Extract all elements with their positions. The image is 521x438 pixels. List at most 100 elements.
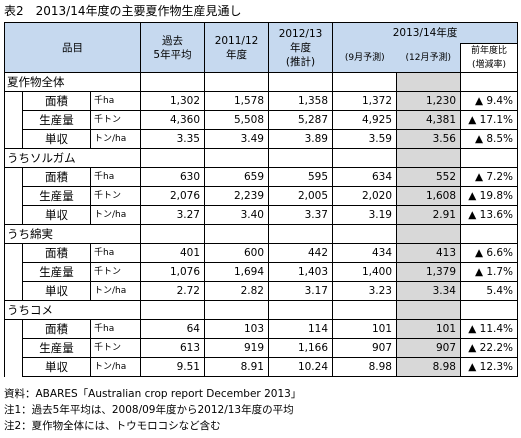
value-change: ▲ 12.3% (459, 357, 519, 377)
value-sep: 434 (332, 243, 397, 263)
metric-name: 生産量 (22, 110, 91, 130)
category-empty-cell (459, 300, 519, 320)
value-y2012: 114 (268, 319, 333, 339)
value-sep: 101 (332, 319, 397, 339)
value-y2012: 1,166 (268, 338, 333, 358)
value-change: ▲ 8.5% (459, 129, 519, 149)
metric-name: 面積 (22, 167, 91, 187)
value-dec: 101 (396, 319, 461, 339)
category-empty-cell (396, 148, 461, 168)
header-change-line1: 前年度比 (471, 46, 508, 56)
value-change: ▲ 22.2% (459, 338, 519, 358)
value-y2012: 2,005 (268, 186, 333, 206)
category-empty-cell (459, 224, 519, 244)
note-1: 注1：過去5年平均は、2008/09年度から2012/13年度の平均 (4, 404, 294, 416)
metric-name: 単収 (22, 205, 91, 225)
category-empty-cell (204, 300, 269, 320)
value-y2011: 103 (204, 319, 269, 339)
category-row: 夏作物全体 (4, 72, 519, 92)
header-2012-line2: 年度 (290, 41, 311, 54)
category-empty-cell (396, 72, 461, 92)
unit-label: トン/ha (90, 205, 141, 225)
metric-name: 生産量 (22, 262, 91, 282)
category-empty-cell (268, 148, 333, 168)
value-change: ▲ 9.4% (459, 91, 519, 111)
category-row: うち綿実 (4, 224, 519, 244)
category-empty-cell (396, 224, 461, 244)
value-change: ▲ 7.2% (459, 167, 519, 187)
category-empty-cell (332, 224, 397, 244)
category-empty-cell (268, 72, 333, 92)
header-sep-forecast: (9月予測) (332, 43, 397, 73)
crop-production-table: 品目 過去 5年平均 2011/12 年度 2012/13 年度 (推計) 20… (4, 22, 519, 377)
unit-label: トン/ha (90, 357, 141, 377)
value-dec: 8.98 (396, 357, 461, 377)
table-row: 単収 トン/ha 9.51 8.91 10.24 8.98 8.98 ▲ 12.3% (4, 357, 519, 377)
category-name: 夏作物全体 (4, 72, 141, 92)
indent-cell (4, 110, 23, 130)
header-past-average: 過去 5年平均 (140, 22, 205, 73)
value-dec: 1,230 (396, 91, 461, 111)
category-name: うちソルガム (4, 148, 141, 168)
unit-label: トン/ha (90, 281, 141, 301)
value-past: 3.35 (140, 129, 205, 149)
header-2012-line1: 2012/13 (278, 27, 323, 40)
category-empty-cell (140, 148, 205, 168)
header-2012-line3: (推計) (285, 55, 316, 68)
value-y2012: 3.17 (268, 281, 333, 301)
header-2013: 2013/14年度 (331, 22, 519, 44)
indent-cell (4, 319, 23, 339)
category-empty-cell (140, 300, 205, 320)
header-dec-forecast: (12月予測) (396, 43, 461, 73)
value-y2012: 442 (268, 243, 333, 263)
indent-cell (4, 91, 23, 111)
value-y2012: 5,287 (268, 110, 333, 130)
category-name: うち綿実 (4, 224, 141, 244)
category-row: うちソルガム (4, 148, 519, 168)
value-past: 630 (140, 167, 205, 187)
value-dec: 1,608 (396, 186, 461, 206)
unit-label: 千ha (90, 243, 141, 263)
category-empty-cell (268, 300, 333, 320)
value-change: ▲ 17.1% (459, 110, 519, 130)
value-y2011: 659 (204, 167, 269, 187)
table-row: 単収 トン/ha 3.27 3.40 3.37 3.19 2.91 ▲ 13.6% (4, 205, 519, 225)
header-change-line2: (増減率) (472, 60, 507, 70)
category-row: うちコメ (4, 300, 519, 320)
value-dec: 552 (396, 167, 461, 187)
metric-name: 面積 (22, 319, 91, 339)
value-past: 1,302 (140, 91, 205, 111)
value-change: ▲ 1.7% (459, 262, 519, 282)
value-y2011: 3.40 (204, 205, 269, 225)
metric-name: 単収 (22, 281, 91, 301)
indent-cell (4, 186, 23, 206)
value-y2011: 600 (204, 243, 269, 263)
header-2011: 2011/12 年度 (204, 22, 269, 73)
header-past-line2: 5年平均 (153, 48, 192, 61)
value-sep: 3.59 (332, 129, 397, 149)
table-row: 生産量 千トン 613 919 1,166 907 907 ▲ 22.2% (4, 338, 519, 358)
unit-label: 千ha (90, 91, 141, 111)
indent-cell (4, 281, 23, 301)
header-past-line1: 過去 (162, 34, 183, 47)
value-dec: 907 (396, 338, 461, 358)
value-sep: 2,020 (332, 186, 397, 206)
metric-name: 面積 (22, 243, 91, 263)
category-name: うちコメ (4, 300, 141, 320)
value-sep: 907 (332, 338, 397, 358)
value-y2011: 1,578 (204, 91, 269, 111)
category-empty-cell (204, 224, 269, 244)
value-change: ▲ 13.6% (459, 205, 519, 225)
category-empty-cell (204, 148, 269, 168)
unit-label: 千ha (90, 167, 141, 187)
header-row: 品目 過去 5年平均 2011/12 年度 2012/13 年度 (推計) 20… (4, 22, 519, 73)
value-past: 1,076 (140, 262, 205, 282)
value-dec: 4,381 (396, 110, 461, 130)
header-subrow: (9月予測) (12月予測) 前年度比 (増減率) (5, 43, 519, 73)
value-past: 4,360 (140, 110, 205, 130)
value-past: 2.72 (140, 281, 205, 301)
header-item: 品目 (4, 22, 141, 73)
unit-label: 千トン (90, 110, 141, 130)
value-y2012: 3.89 (268, 129, 333, 149)
unit-label: 千ha (90, 319, 141, 339)
